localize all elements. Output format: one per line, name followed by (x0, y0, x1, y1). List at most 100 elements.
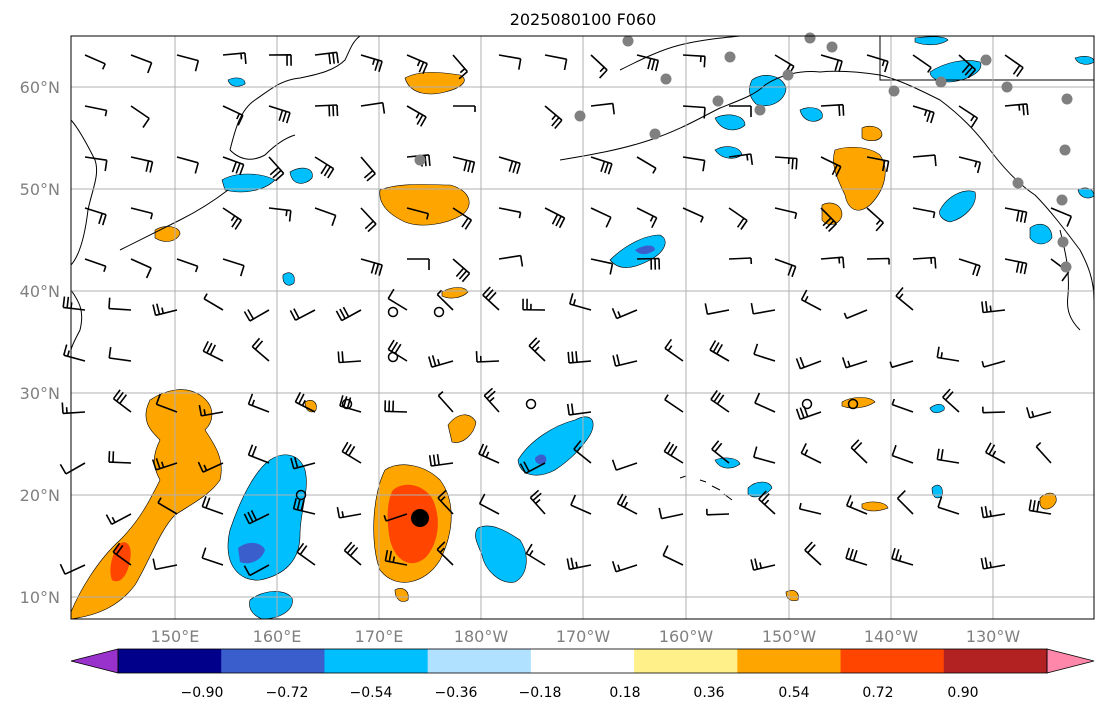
shaded-area-blue (714, 457, 741, 469)
colorbar-segment (943, 649, 1048, 673)
calm-wind-circles (295, 306, 859, 501)
wind-barb (482, 286, 500, 311)
wind-barb (61, 402, 86, 415)
wind-barb (566, 403, 592, 416)
wind-barb (130, 207, 154, 220)
wind-barb (936, 346, 960, 362)
colorbar-tick-labels: −0.90 −0.72 −0.54 −0.36 −0.18 0.18 0.36 … (181, 685, 979, 701)
wind-barb (958, 258, 981, 277)
wind-barb (569, 293, 592, 311)
wind-barb (222, 258, 245, 277)
wind-barb (795, 356, 822, 370)
wind-barb (820, 207, 838, 232)
shaded-area-blue (929, 404, 945, 414)
wind-barb (636, 257, 661, 270)
station-dot (712, 95, 724, 107)
wind-barb (682, 54, 706, 68)
shaded-area-orange (441, 287, 469, 299)
wind-barb (958, 156, 982, 174)
wind-barb (84, 156, 108, 172)
wind-barb (728, 257, 753, 265)
wind-barb (384, 549, 408, 566)
wind-barb (912, 54, 932, 73)
lon-label: 130°W (966, 627, 1021, 646)
wind-barb (710, 389, 730, 413)
wind-barb (728, 207, 748, 230)
wind-barb (544, 54, 568, 71)
colorbar-tick-label: −0.18 (519, 685, 562, 701)
wind-barb (544, 105, 563, 130)
wind-barb (59, 462, 86, 475)
wind-barb (84, 105, 108, 117)
shaded-area-blue (282, 272, 295, 286)
wind-barb (475, 351, 500, 363)
wind-barb (958, 105, 979, 128)
station-dot (980, 54, 992, 66)
station-dot (888, 85, 900, 97)
wind-barb (268, 54, 292, 66)
wind-barb (774, 258, 797, 278)
station-dot (935, 76, 947, 88)
shaded-area-darkblue (238, 542, 265, 564)
wind-barb (658, 507, 684, 520)
wind-barb (152, 558, 178, 571)
coastline-asia (70, 119, 98, 266)
colorbar-outline (117, 648, 1048, 674)
wind-barb (108, 297, 132, 311)
wind-barb (290, 456, 316, 470)
station-dot (1061, 93, 1073, 105)
wind-barb (895, 286, 914, 311)
wind-barb (912, 105, 935, 124)
wind-barb (729, 105, 752, 117)
wind-barb (866, 54, 889, 73)
coastline-japan (70, 289, 83, 351)
wind-barb (636, 207, 658, 229)
calm-circle (295, 489, 307, 501)
wind-barb (590, 54, 608, 79)
wind-barb (611, 459, 638, 471)
wind-barb (483, 387, 500, 413)
station-dot (724, 51, 736, 63)
wind-barb (222, 207, 242, 230)
colorbar-segment (737, 649, 842, 673)
wind-barb (289, 308, 316, 321)
wind-barb (706, 508, 730, 516)
lon-label: 170°W (556, 627, 611, 646)
wind-barb (63, 344, 86, 362)
wind-barb (84, 54, 106, 70)
wind-barb (912, 207, 936, 219)
wind-barb (498, 254, 524, 267)
calm-circle (847, 398, 859, 410)
wind-barb (130, 54, 153, 74)
station-dot (754, 104, 766, 116)
wind-barb (407, 258, 430, 270)
wind-barb (498, 207, 522, 219)
wind-barb (151, 457, 178, 471)
coastline-alaska-north (619, 35, 741, 71)
wind-barb (850, 439, 868, 464)
canada-border (879, 36, 1094, 81)
wind-barb (176, 258, 199, 273)
wind-barb (222, 105, 244, 126)
wind-barb (611, 560, 638, 573)
wind-barb (203, 293, 224, 311)
latitude-labels: 60°N 50°N 40°N 30°N 20°N 10°N (20, 78, 60, 607)
wind-barb (664, 394, 684, 413)
wind-barb (843, 309, 868, 320)
wind-barb (820, 156, 842, 177)
wind-barb (243, 309, 270, 322)
wind-barb (636, 54, 660, 72)
lon-label: 180°W (454, 627, 509, 646)
wind-barb (590, 258, 614, 275)
wind-barb (616, 493, 638, 515)
wind-barb (704, 303, 730, 315)
colorbar-extend-high (1046, 648, 1095, 674)
shaded-area-orange (861, 125, 883, 141)
station-dot (622, 35, 634, 47)
wind-barb (636, 156, 657, 174)
wind-barb (201, 547, 224, 566)
wind-barb (1026, 407, 1052, 419)
colorbar-tick-label: −0.72 (266, 685, 309, 701)
wind-barb (758, 490, 776, 515)
wind-barb (243, 510, 270, 525)
